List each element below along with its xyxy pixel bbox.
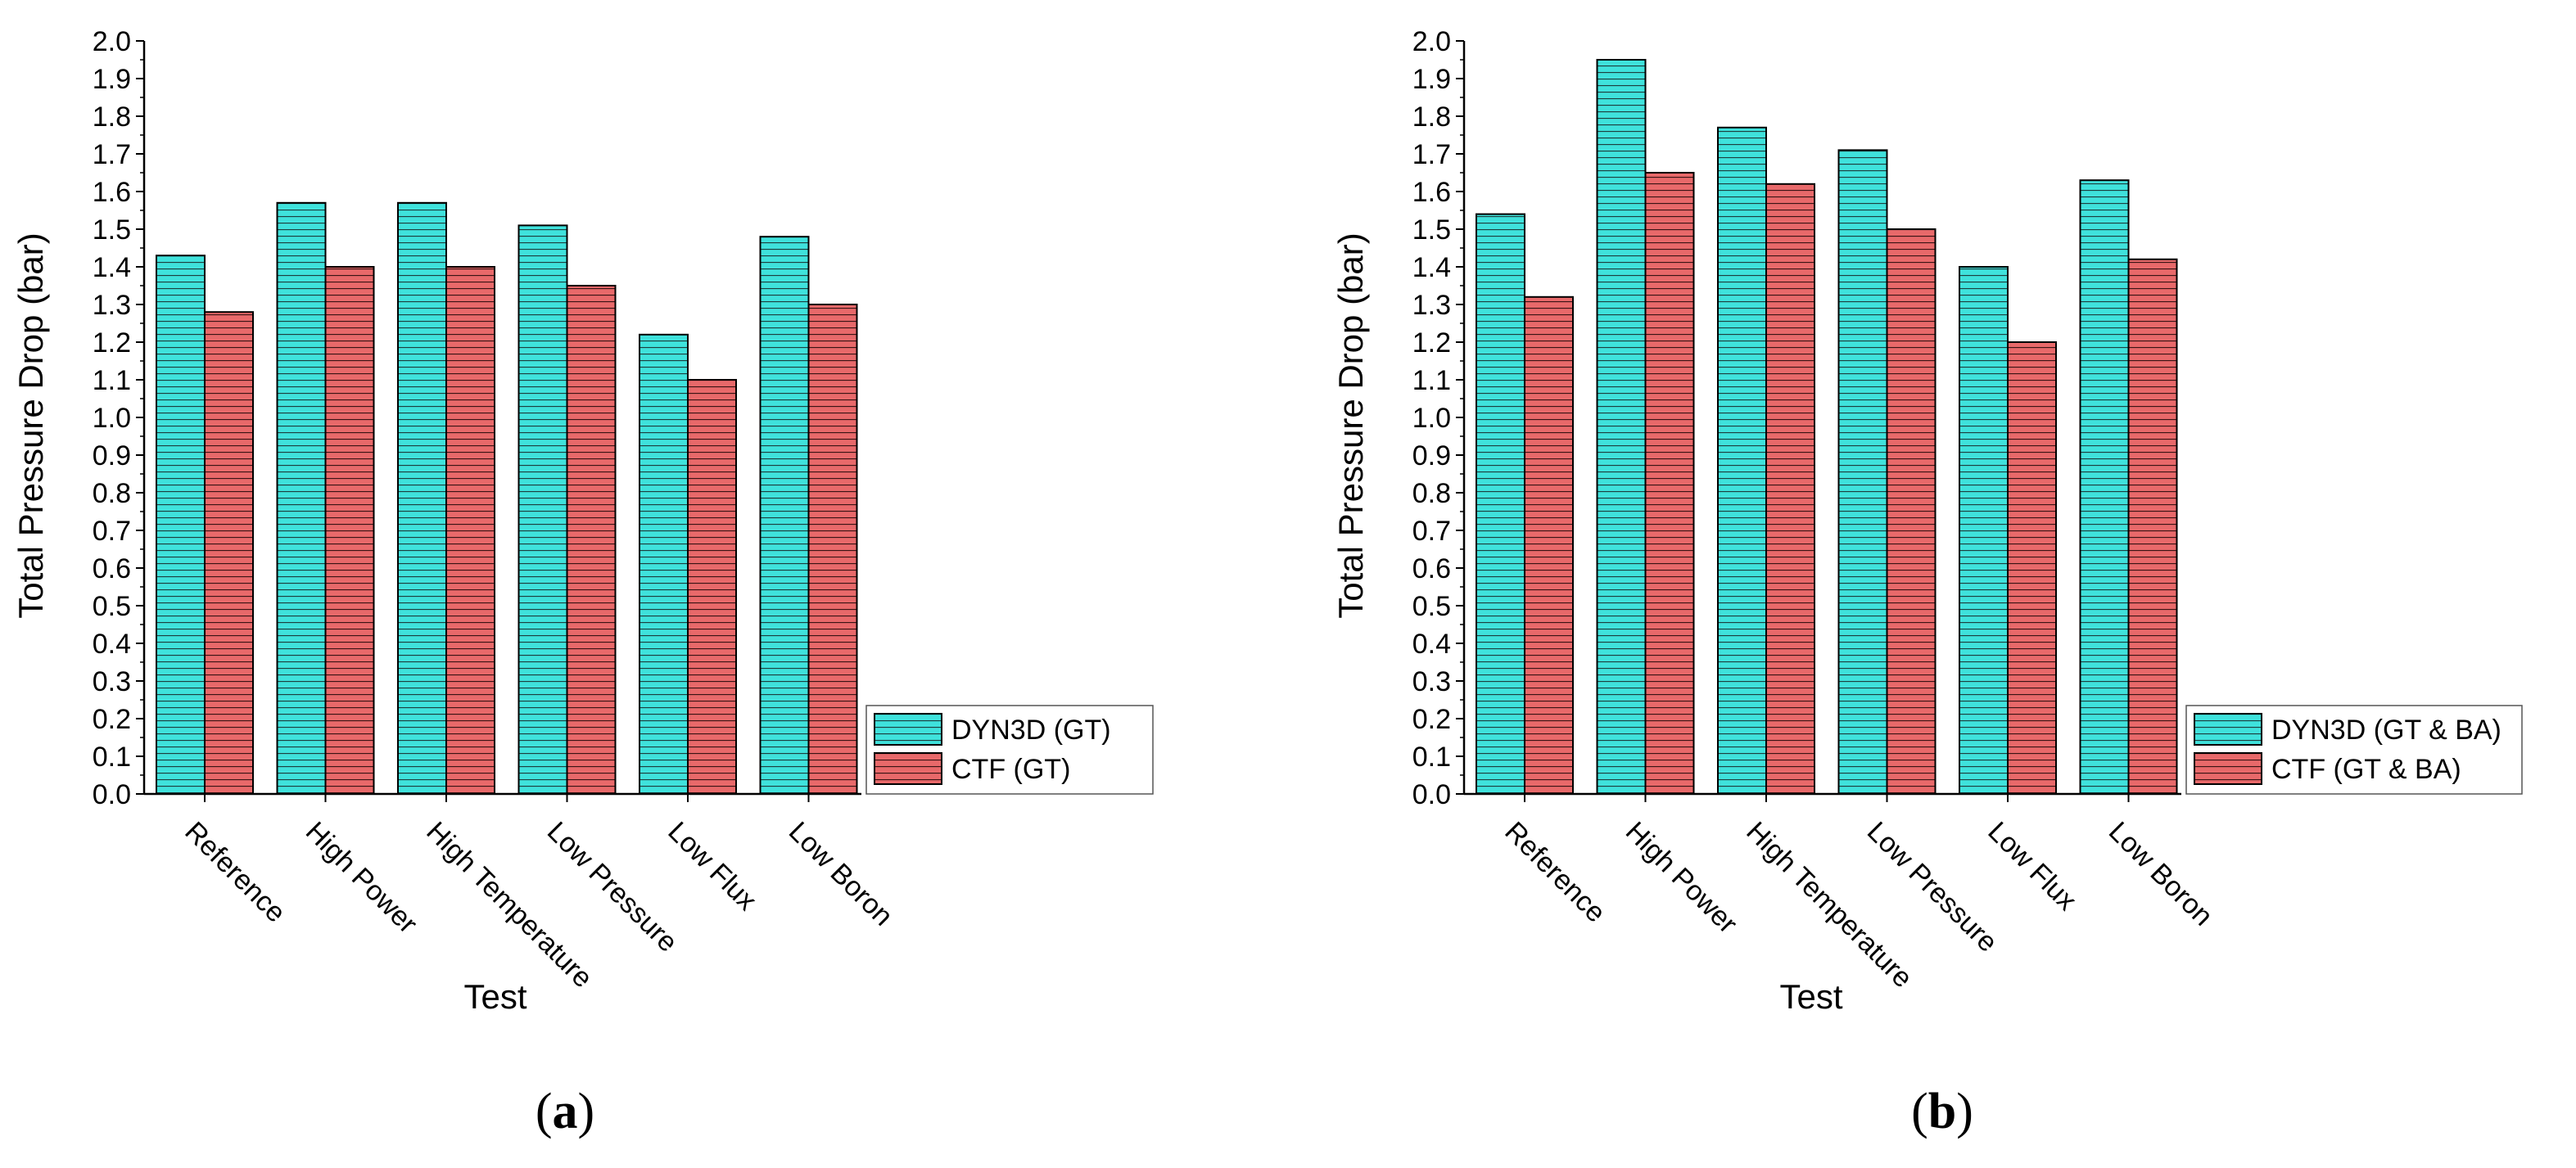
legend-label-dyn3d: DYN3D (GT)	[951, 715, 1111, 746]
bar-dyn3d-low-boron	[759, 236, 810, 795]
bar-ctf-reference	[204, 311, 254, 795]
y-tick-label: 0.0	[93, 779, 131, 810]
legend-swatch-dyn3d	[874, 713, 942, 746]
x-tick-label: Low Boron	[783, 816, 899, 932]
y-tick-label: 1.3	[93, 290, 131, 321]
panel-label: (b)	[1911, 1084, 1973, 1139]
y-tick-label: 1.8	[1412, 101, 1451, 133]
y-tick-label: 1.1	[93, 365, 131, 396]
bar-ctf-low-boron	[2127, 258, 2178, 795]
y-tick-label: 0.5	[93, 591, 131, 622]
y-tick-label: 1.1	[1412, 365, 1451, 396]
x-tick-label: Low Flux	[1982, 816, 2082, 917]
bar-dyn3d-reference	[1476, 213, 1525, 796]
bar-dyn3d-low-pressure	[517, 224, 568, 795]
y-tick-label: 0.4	[93, 629, 131, 660]
bar-dyn3d-high-power	[276, 201, 327, 796]
bar-ctf-low-boron	[807, 304, 858, 795]
chart-panel-b: 0.0 0.1 0.2 0.3 0.4 0.5 0.6 0.7 0.8 0.9 1.0 1.1 1.2 1…	[1331, 26, 2523, 1139]
y-axis-title: Total Pressure Drop (bar)	[11, 232, 50, 619]
y-tick-label: 1.5	[93, 214, 131, 246]
legend-swatch-dyn3d	[2194, 713, 2262, 746]
y-tick-label: 0.6	[1412, 553, 1451, 584]
bar-dyn3d-low-flux	[639, 333, 689, 795]
bar-ctf-low-pressure	[566, 285, 617, 795]
legend-label-ctf: CTF (GT & BA)	[2271, 754, 2461, 785]
y-tick-label: 0.2	[93, 704, 131, 735]
y-tick-label: 0.4	[1412, 629, 1451, 660]
y-tick-label: 0.2	[1412, 704, 1451, 735]
y-tick-label: 1.8	[93, 101, 131, 133]
legend-swatch-ctf	[874, 752, 942, 785]
y-tick-label: 1.2	[1412, 327, 1451, 359]
y-tick-label: 0.1	[93, 742, 131, 773]
bar-ctf-low-flux	[2007, 341, 2057, 795]
y-tick-label: 2.0	[1412, 26, 1451, 57]
bar-ctf-reference	[1524, 295, 1574, 795]
y-tick-label: 0.5	[1412, 591, 1451, 622]
y-tick-label: 1.7	[1412, 139, 1451, 170]
x-tick-label: Low Flux	[662, 816, 762, 917]
bar-dyn3d-low-pressure	[1837, 149, 1888, 795]
y-tick-label: 1.2	[93, 327, 131, 359]
y-tick-label: 0.3	[93, 666, 131, 697]
bar-dyn3d-low-boron	[2079, 179, 2130, 795]
y-tick-label: 1.7	[93, 139, 131, 170]
y-tick-label: 0.3	[1412, 666, 1451, 697]
y-tick-label: 0.7	[93, 516, 131, 547]
y-tick-label: 1.0	[93, 403, 131, 434]
y-axis-title: Total Pressure Drop (bar)	[1331, 232, 1370, 619]
y-tick-label: 0.8	[93, 478, 131, 509]
x-tick-label: High Power	[1620, 816, 1743, 940]
y-tick-label: 1.9	[1412, 64, 1451, 95]
y-tick-label: 2.0	[93, 26, 131, 57]
y-tick-label: 0.8	[1412, 478, 1451, 509]
y-tick-label: 1.6	[1412, 177, 1451, 208]
chart-panel-a: 0.0 0.1 0.2 0.3 0.4 0.5 0.6 0.7 0.8 0.9 1.0 1.1 1.2 1…	[11, 26, 1154, 1139]
y-tick-label: 1.4	[1412, 252, 1451, 283]
x-tick-label: Low Boron	[2103, 816, 2219, 932]
bar-dyn3d-low-flux	[1959, 266, 2009, 795]
bar-dyn3d-high-power	[1596, 59, 1647, 795]
y-tick-label: 0.0	[1412, 779, 1451, 810]
y-tick-label: 0.7	[1412, 516, 1451, 547]
bar-ctf-high-power	[1644, 172, 1695, 795]
x-tick-label: High Power	[300, 816, 423, 940]
legend: DYN3D (GT) CTF (GT)	[865, 705, 1154, 795]
y-tick-label: 1.4	[93, 252, 131, 283]
x-tick-label: Reference	[1498, 816, 1611, 929]
bar-dyn3d-reference	[156, 255, 206, 795]
y-tick-label: 0.1	[1412, 742, 1451, 773]
y-tick-label: 0.9	[93, 440, 131, 471]
legend-label-ctf: CTF (GT)	[951, 754, 1070, 785]
legend-swatch-ctf	[2194, 752, 2262, 785]
y-tick-label: 1.9	[93, 64, 131, 95]
bar-ctf-low-pressure	[1886, 228, 1937, 795]
bar-ctf-high-temperature	[1765, 183, 1815, 796]
x-tick-label: Reference	[179, 816, 291, 929]
y-tick-label: 1.6	[93, 177, 131, 208]
y-tick-label: 0.6	[93, 553, 131, 584]
y-tick-label: 1.0	[1412, 403, 1451, 434]
bar-ctf-high-temperature	[445, 266, 495, 795]
bar-dyn3d-high-temperature	[1717, 126, 1767, 796]
x-axis-title: Test	[463, 977, 526, 1016]
bar-dyn3d-high-temperature	[397, 201, 447, 796]
y-tick-label: 1.5	[1412, 214, 1451, 246]
bar-ctf-low-flux	[687, 379, 737, 795]
y-tick-label: 0.9	[1412, 440, 1451, 471]
legend: DYN3D (GT & BA) CTF (GT & BA)	[2185, 705, 2523, 795]
legend-label-dyn3d: DYN3D (GT & BA)	[2271, 715, 2501, 746]
y-tick-label: 1.3	[1412, 290, 1451, 321]
bar-ctf-high-power	[324, 266, 375, 795]
x-axis-title: Test	[1779, 977, 1842, 1016]
panel-label: (a)	[536, 1084, 594, 1139]
